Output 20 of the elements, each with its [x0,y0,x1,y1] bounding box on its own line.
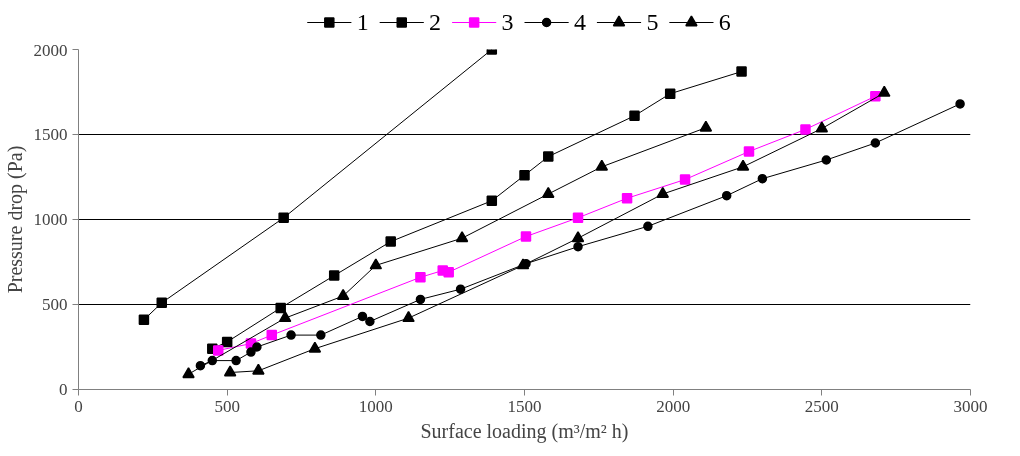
x-tick-label: 2500 [804,396,839,416]
legend-label: 5 [646,9,659,35]
x-tick-label: 3000 [953,396,988,416]
y-tick-label: 1000 [33,210,68,229]
legend-label: 1 [356,9,369,35]
y-tick-label: 1500 [33,125,68,144]
x-tick-label: 0 [74,396,83,416]
x-tick-label: 2000 [656,396,691,416]
y-tick-label: 500 [42,295,68,314]
legend-label: 3 [501,9,514,35]
legend-label: 4 [573,9,586,35]
x-tick-label: 1500 [507,396,542,416]
x-tick-label: 500 [214,396,240,416]
x-tick-label: 1000 [358,396,393,416]
legend-label: 2 [429,9,442,35]
y-tick-label: 0 [59,380,68,399]
y-axis-title: Pressure drop (Pa) [3,145,27,294]
legend-label: 6 [718,9,731,35]
y-tick-label: 2000 [33,40,68,60]
x-axis-title: Surface loading (m³/m² h) [420,419,629,443]
